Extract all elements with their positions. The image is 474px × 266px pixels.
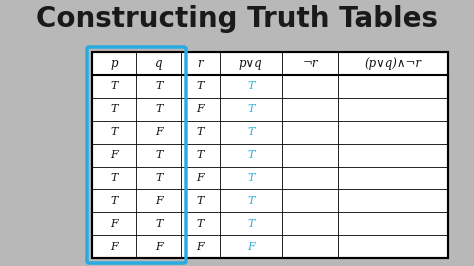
Text: T: T bbox=[155, 81, 163, 92]
Text: T: T bbox=[197, 127, 204, 137]
Text: F: F bbox=[110, 242, 118, 252]
Bar bbox=[92, 52, 448, 258]
Text: T: T bbox=[155, 219, 163, 229]
Text: T: T bbox=[247, 196, 255, 206]
Text: F: F bbox=[110, 219, 118, 229]
Text: F: F bbox=[155, 196, 163, 206]
Bar bbox=[92, 52, 448, 258]
Text: T: T bbox=[197, 150, 204, 160]
Text: F: F bbox=[155, 242, 163, 252]
Text: q: q bbox=[155, 57, 163, 70]
Text: F: F bbox=[196, 173, 204, 183]
Text: T: T bbox=[247, 150, 255, 160]
Text: T: T bbox=[110, 173, 118, 183]
Text: T: T bbox=[197, 81, 204, 92]
Text: T: T bbox=[197, 196, 204, 206]
Text: p: p bbox=[110, 57, 118, 70]
Text: F: F bbox=[110, 150, 118, 160]
Text: T: T bbox=[247, 219, 255, 229]
Text: T: T bbox=[247, 104, 255, 114]
Text: T: T bbox=[110, 104, 118, 114]
Text: T: T bbox=[247, 127, 255, 137]
Text: r: r bbox=[198, 57, 203, 70]
Text: T: T bbox=[247, 173, 255, 183]
Text: T: T bbox=[197, 219, 204, 229]
Text: F: F bbox=[247, 242, 255, 252]
Text: T: T bbox=[155, 104, 163, 114]
Text: T: T bbox=[110, 81, 118, 92]
Text: T: T bbox=[155, 173, 163, 183]
Text: ¬r: ¬r bbox=[302, 57, 318, 70]
Text: T: T bbox=[247, 81, 255, 92]
Text: Constructing Truth Tables: Constructing Truth Tables bbox=[36, 5, 438, 33]
Text: F: F bbox=[155, 127, 163, 137]
Text: T: T bbox=[155, 150, 163, 160]
Text: p∨q: p∨q bbox=[239, 57, 263, 70]
Text: F: F bbox=[196, 242, 204, 252]
Text: F: F bbox=[196, 104, 204, 114]
Text: (p∨q)∧¬r: (p∨q)∧¬r bbox=[365, 57, 421, 70]
Text: T: T bbox=[110, 196, 118, 206]
Text: T: T bbox=[110, 127, 118, 137]
